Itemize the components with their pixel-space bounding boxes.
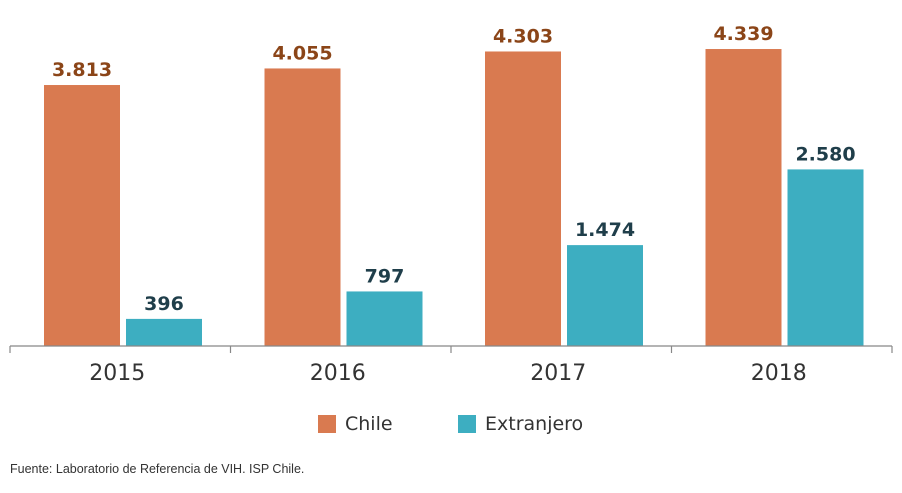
bar-chart: 3.813 396 2015 4.055 797 2016 4.303 1.474 2017 4.… — [9, 23, 893, 386]
bar-extranjero-2017 — [567, 245, 643, 346]
bar-chile-2017 — [485, 51, 561, 347]
chart-legend: Chile Extranjero — [0, 408, 902, 440]
bar-chile-2015 — [44, 85, 120, 346]
data-label-chile-2015: 3.813 — [52, 59, 112, 81]
data-label-extranjero-2017: 1.474 — [575, 219, 635, 241]
x-tick-label-2017: 2017 — [530, 361, 586, 386]
bar-extranjero-2016 — [346, 291, 423, 346]
data-label-chile-2016: 4.055 — [272, 42, 332, 64]
legend-label-chile: Chile — [345, 413, 393, 435]
x-tick-label-2018: 2018 — [751, 361, 807, 386]
source-note: Fuente: Laboratorio de Referencia de VIH… — [10, 462, 305, 476]
x-tick-label-2015: 2015 — [89, 361, 145, 386]
x-tick-label-2016: 2016 — [310, 361, 366, 386]
bar-extranjero-2018 — [787, 169, 864, 346]
data-label-extranjero-2018: 2.580 — [795, 143, 855, 165]
legend-swatch-extranjero — [458, 415, 476, 433]
data-label-extranjero-2015: 396 — [144, 293, 184, 315]
bar-extranjero-2015 — [126, 318, 202, 346]
legend-swatch-chile — [318, 415, 336, 433]
legend-item-chile: Chile — [318, 412, 393, 436]
legend-item-extranjero: Extranjero — [458, 412, 583, 436]
data-label-chile-2018: 4.339 — [713, 23, 773, 45]
data-label-chile-2017: 4.303 — [493, 25, 553, 47]
data-label-extranjero-2016: 797 — [365, 265, 405, 287]
bar-chile-2016 — [264, 68, 341, 347]
bar-chile-2018 — [705, 49, 782, 346]
legend-label-extranjero: Extranjero — [485, 413, 584, 435]
